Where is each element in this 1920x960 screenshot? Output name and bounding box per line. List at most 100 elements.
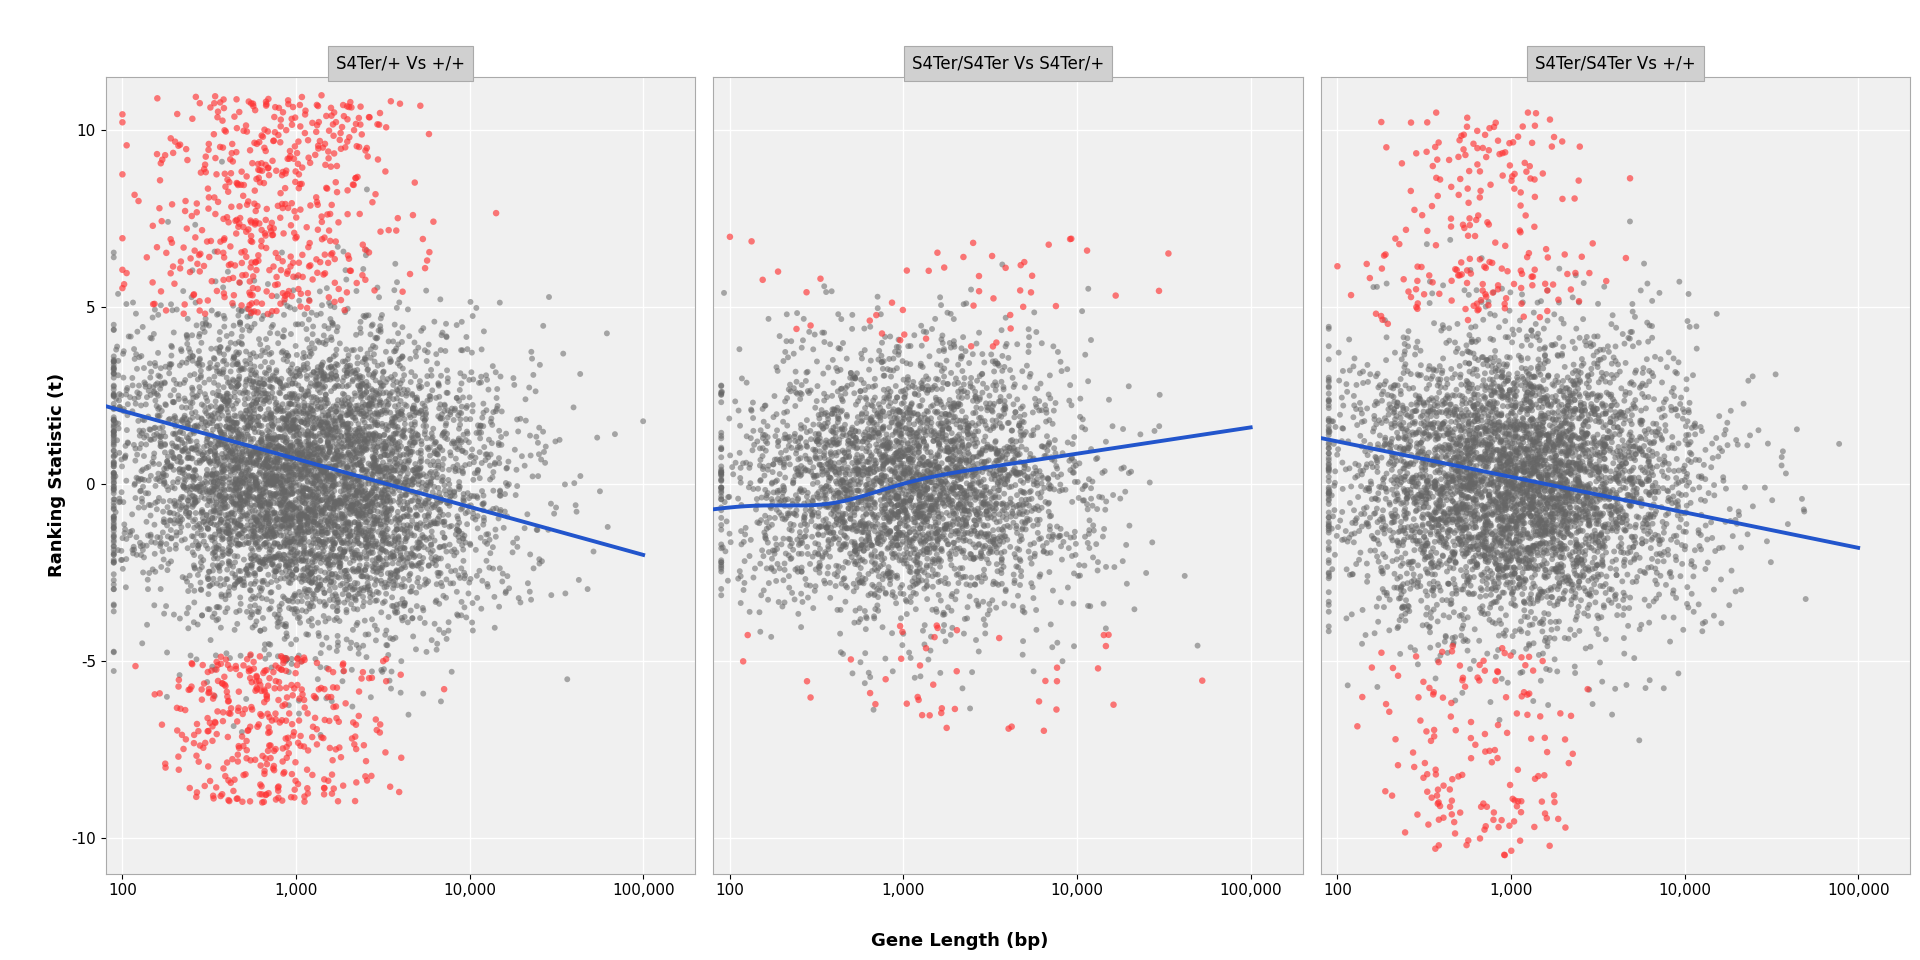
Point <box>401 507 432 522</box>
Point <box>303 480 334 495</box>
Point <box>407 497 438 513</box>
Point <box>271 448 301 464</box>
Point <box>1638 369 1668 384</box>
Point <box>340 429 371 444</box>
Point <box>1415 399 1446 415</box>
Point <box>228 220 259 235</box>
Point <box>261 489 292 504</box>
Point <box>280 492 311 508</box>
Point <box>294 406 324 421</box>
Point <box>313 773 344 788</box>
Point <box>261 513 292 528</box>
Point <box>271 420 301 435</box>
Point <box>338 343 369 358</box>
Point <box>234 411 265 426</box>
Point <box>1609 472 1640 488</box>
Point <box>253 429 284 444</box>
Point <box>1043 518 1073 534</box>
Point <box>240 396 271 411</box>
Point <box>426 579 457 594</box>
Point <box>1482 513 1513 528</box>
Point <box>273 736 303 752</box>
Point <box>269 533 300 548</box>
Point <box>1542 477 1572 492</box>
Point <box>1517 277 1548 293</box>
Point <box>273 299 303 314</box>
Point <box>371 637 401 653</box>
Point <box>134 497 165 513</box>
Point <box>507 448 538 464</box>
Point <box>211 524 242 540</box>
Point <box>1509 444 1540 459</box>
Point <box>98 378 129 394</box>
Point <box>858 611 889 626</box>
Point <box>1730 480 1761 495</box>
Point <box>413 393 444 408</box>
Point <box>1440 525 1471 540</box>
Point <box>1553 430 1584 445</box>
Point <box>883 445 914 461</box>
Point <box>413 495 444 511</box>
Point <box>989 382 1020 397</box>
Point <box>922 457 952 472</box>
Point <box>947 543 977 559</box>
Point <box>98 354 129 370</box>
Point <box>455 538 486 553</box>
Point <box>221 472 252 488</box>
Point <box>1578 542 1609 558</box>
Point <box>904 444 935 460</box>
Point <box>374 550 405 565</box>
Point <box>812 467 843 482</box>
Point <box>1500 444 1530 459</box>
Point <box>198 474 228 490</box>
Point <box>171 394 202 409</box>
Point <box>390 487 420 502</box>
Point <box>250 554 280 569</box>
Point <box>344 139 374 155</box>
Point <box>829 481 860 496</box>
Point <box>1434 480 1465 495</box>
Point <box>240 529 271 544</box>
Point <box>1428 428 1459 444</box>
Point <box>192 541 223 557</box>
Point <box>897 439 927 454</box>
Point <box>916 444 947 460</box>
Point <box>397 444 428 460</box>
Point <box>578 543 609 559</box>
Point <box>288 532 319 547</box>
Point <box>321 550 351 565</box>
Point <box>1530 463 1561 478</box>
Point <box>1534 450 1565 466</box>
Point <box>253 450 284 466</box>
Point <box>772 349 803 365</box>
Point <box>972 607 1002 622</box>
Point <box>179 735 209 751</box>
Point <box>396 422 426 438</box>
Point <box>899 553 929 568</box>
Point <box>242 613 273 629</box>
Point <box>1519 480 1549 495</box>
Point <box>1021 324 1052 340</box>
Point <box>336 452 367 468</box>
Point <box>922 546 952 562</box>
Point <box>348 484 378 499</box>
Point <box>1348 463 1379 478</box>
Point <box>98 362 129 377</box>
Point <box>1486 601 1517 616</box>
Point <box>317 519 348 535</box>
Point <box>1404 446 1434 462</box>
Point <box>868 504 899 519</box>
Point <box>899 503 929 518</box>
Point <box>238 548 269 564</box>
Point <box>1496 560 1526 575</box>
Point <box>225 490 255 505</box>
Point <box>1482 528 1513 543</box>
Point <box>1069 477 1100 492</box>
Point <box>1484 558 1515 573</box>
Point <box>1423 517 1453 533</box>
Point <box>117 545 148 561</box>
Point <box>948 467 979 482</box>
Point <box>215 444 246 460</box>
Point <box>1482 478 1513 493</box>
Point <box>1548 488 1578 503</box>
